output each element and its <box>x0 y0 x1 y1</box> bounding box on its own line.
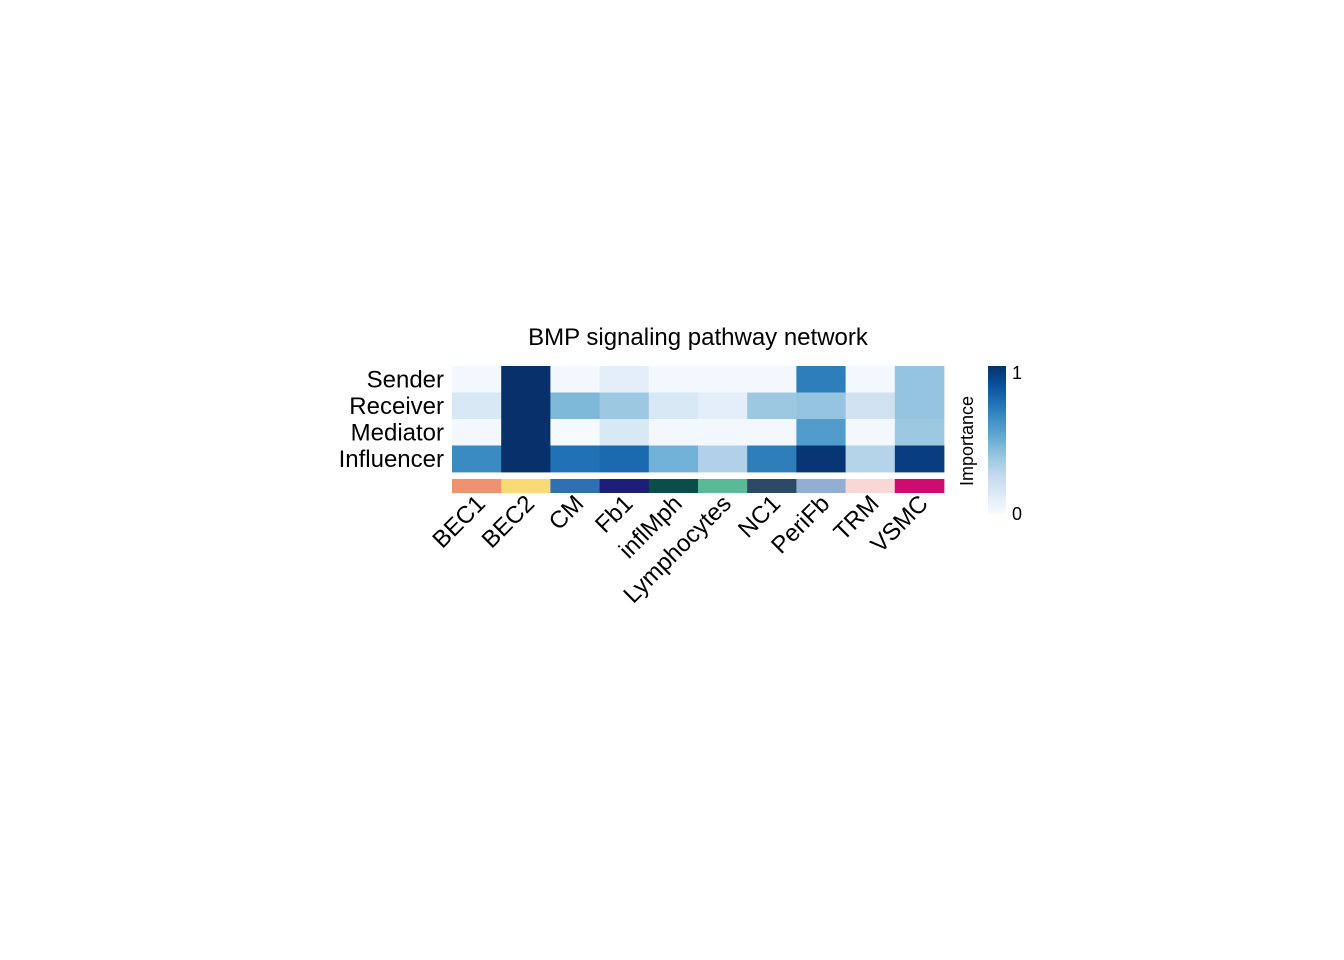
heatmap-cell-sender-trm <box>845 366 896 393</box>
heatmap-cell-influencer-nc1 <box>747 445 797 473</box>
column-annotation-bar <box>452 479 945 493</box>
heatmap-cell-receiver-perifb <box>796 392 846 420</box>
heatmap-cell-sender-cm <box>550 366 600 393</box>
heatmap-cell-influencer-lymphocytes <box>698 445 748 473</box>
heatmap-cell-influencer-fb1 <box>599 445 650 473</box>
heatmap-cell-sender-fb1 <box>599 366 650 393</box>
heatmap-cell-receiver-inflmph <box>648 392 699 420</box>
heatmap-cell-mediator-perifb <box>796 419 846 446</box>
heatmap-cell-mediator-lymphocytes <box>698 419 748 446</box>
column-color-bec1 <box>452 479 502 493</box>
heatmap-cell-influencer-cm <box>550 445 600 473</box>
column-color-lymphocytes <box>698 479 748 493</box>
column-color-inflmph <box>648 479 699 493</box>
heatmap-cell-receiver-vsmc <box>894 392 945 420</box>
heatmap-cell-mediator-inflmph <box>648 419 699 446</box>
column-color-fb1 <box>599 479 650 493</box>
heatmap-cell-mediator-bec2 <box>501 419 551 446</box>
heatmap-cell-receiver-trm <box>845 392 896 420</box>
column-color-perifb <box>796 479 846 493</box>
heatmap-cell-influencer-vsmc <box>894 445 945 473</box>
heatmap-cell-sender-bec1 <box>452 366 502 393</box>
heatmap-cell-receiver-lymphocytes <box>698 392 748 420</box>
heatmap-cell-sender-nc1 <box>747 366 797 393</box>
heatmap-cell-sender-perifb <box>796 366 846 393</box>
colorbar-tick-min: 0 <box>1012 504 1022 524</box>
chart-title: BMP signaling pathway network <box>528 324 869 351</box>
column-label-cm: CM <box>544 490 589 535</box>
column-label-bec1: BEC1 <box>427 490 490 553</box>
heatmap-cell-mediator-fb1 <box>599 419 650 446</box>
heatmap-cell-receiver-cm <box>550 392 600 420</box>
heatmap-cell-influencer-bec2 <box>501 445 551 473</box>
column-color-trm <box>845 479 896 493</box>
heatmap-cell-mediator-cm <box>550 419 600 446</box>
row-label-influencer: Influencer <box>339 446 444 473</box>
column-color-bec2 <box>501 479 551 493</box>
heatmap-cell-receiver-fb1 <box>599 392 650 420</box>
heatmap-cell-mediator-nc1 <box>747 419 797 446</box>
heatmap-cell-sender-bec2 <box>501 366 551 393</box>
heatmap-cell-influencer-bec1 <box>452 445 502 473</box>
colorbar-tick-max: 1 <box>1012 363 1022 383</box>
heatmap-cell-sender-vsmc <box>894 366 945 393</box>
heatmap-cells <box>452 366 945 473</box>
heatmap-cell-mediator-trm <box>845 419 896 446</box>
heatmap-cell-mediator-vsmc <box>894 419 945 446</box>
heatmap-cell-receiver-nc1 <box>747 392 797 420</box>
column-color-cm <box>550 479 600 493</box>
colorbar: 1 0 Importance <box>957 363 1022 524</box>
column-color-nc1 <box>747 479 797 493</box>
row-label-mediator: Mediator <box>351 419 444 446</box>
heatmap-cell-sender-inflmph <box>648 366 699 393</box>
heatmap-cell-sender-lymphocytes <box>698 366 748 393</box>
row-label-sender: Sender <box>367 366 444 393</box>
column-color-vsmc <box>894 479 945 493</box>
heatmap-cell-influencer-inflmph <box>648 445 699 473</box>
row-label-receiver: Receiver <box>349 393 444 420</box>
heatmap-cell-mediator-bec1 <box>452 419 502 446</box>
colorbar-title: Importance <box>957 396 977 486</box>
heatmap-cell-influencer-trm <box>845 445 896 473</box>
heatmap-cell-influencer-perifb <box>796 445 846 473</box>
column-label-vsmc: VSMC <box>866 490 934 558</box>
heatmap-cell-receiver-bec2 <box>501 392 551 420</box>
heatmap-cell-receiver-bec1 <box>452 392 502 420</box>
column-label-bec2: BEC2 <box>477 490 540 553</box>
colorbar-gradient <box>988 366 1006 514</box>
